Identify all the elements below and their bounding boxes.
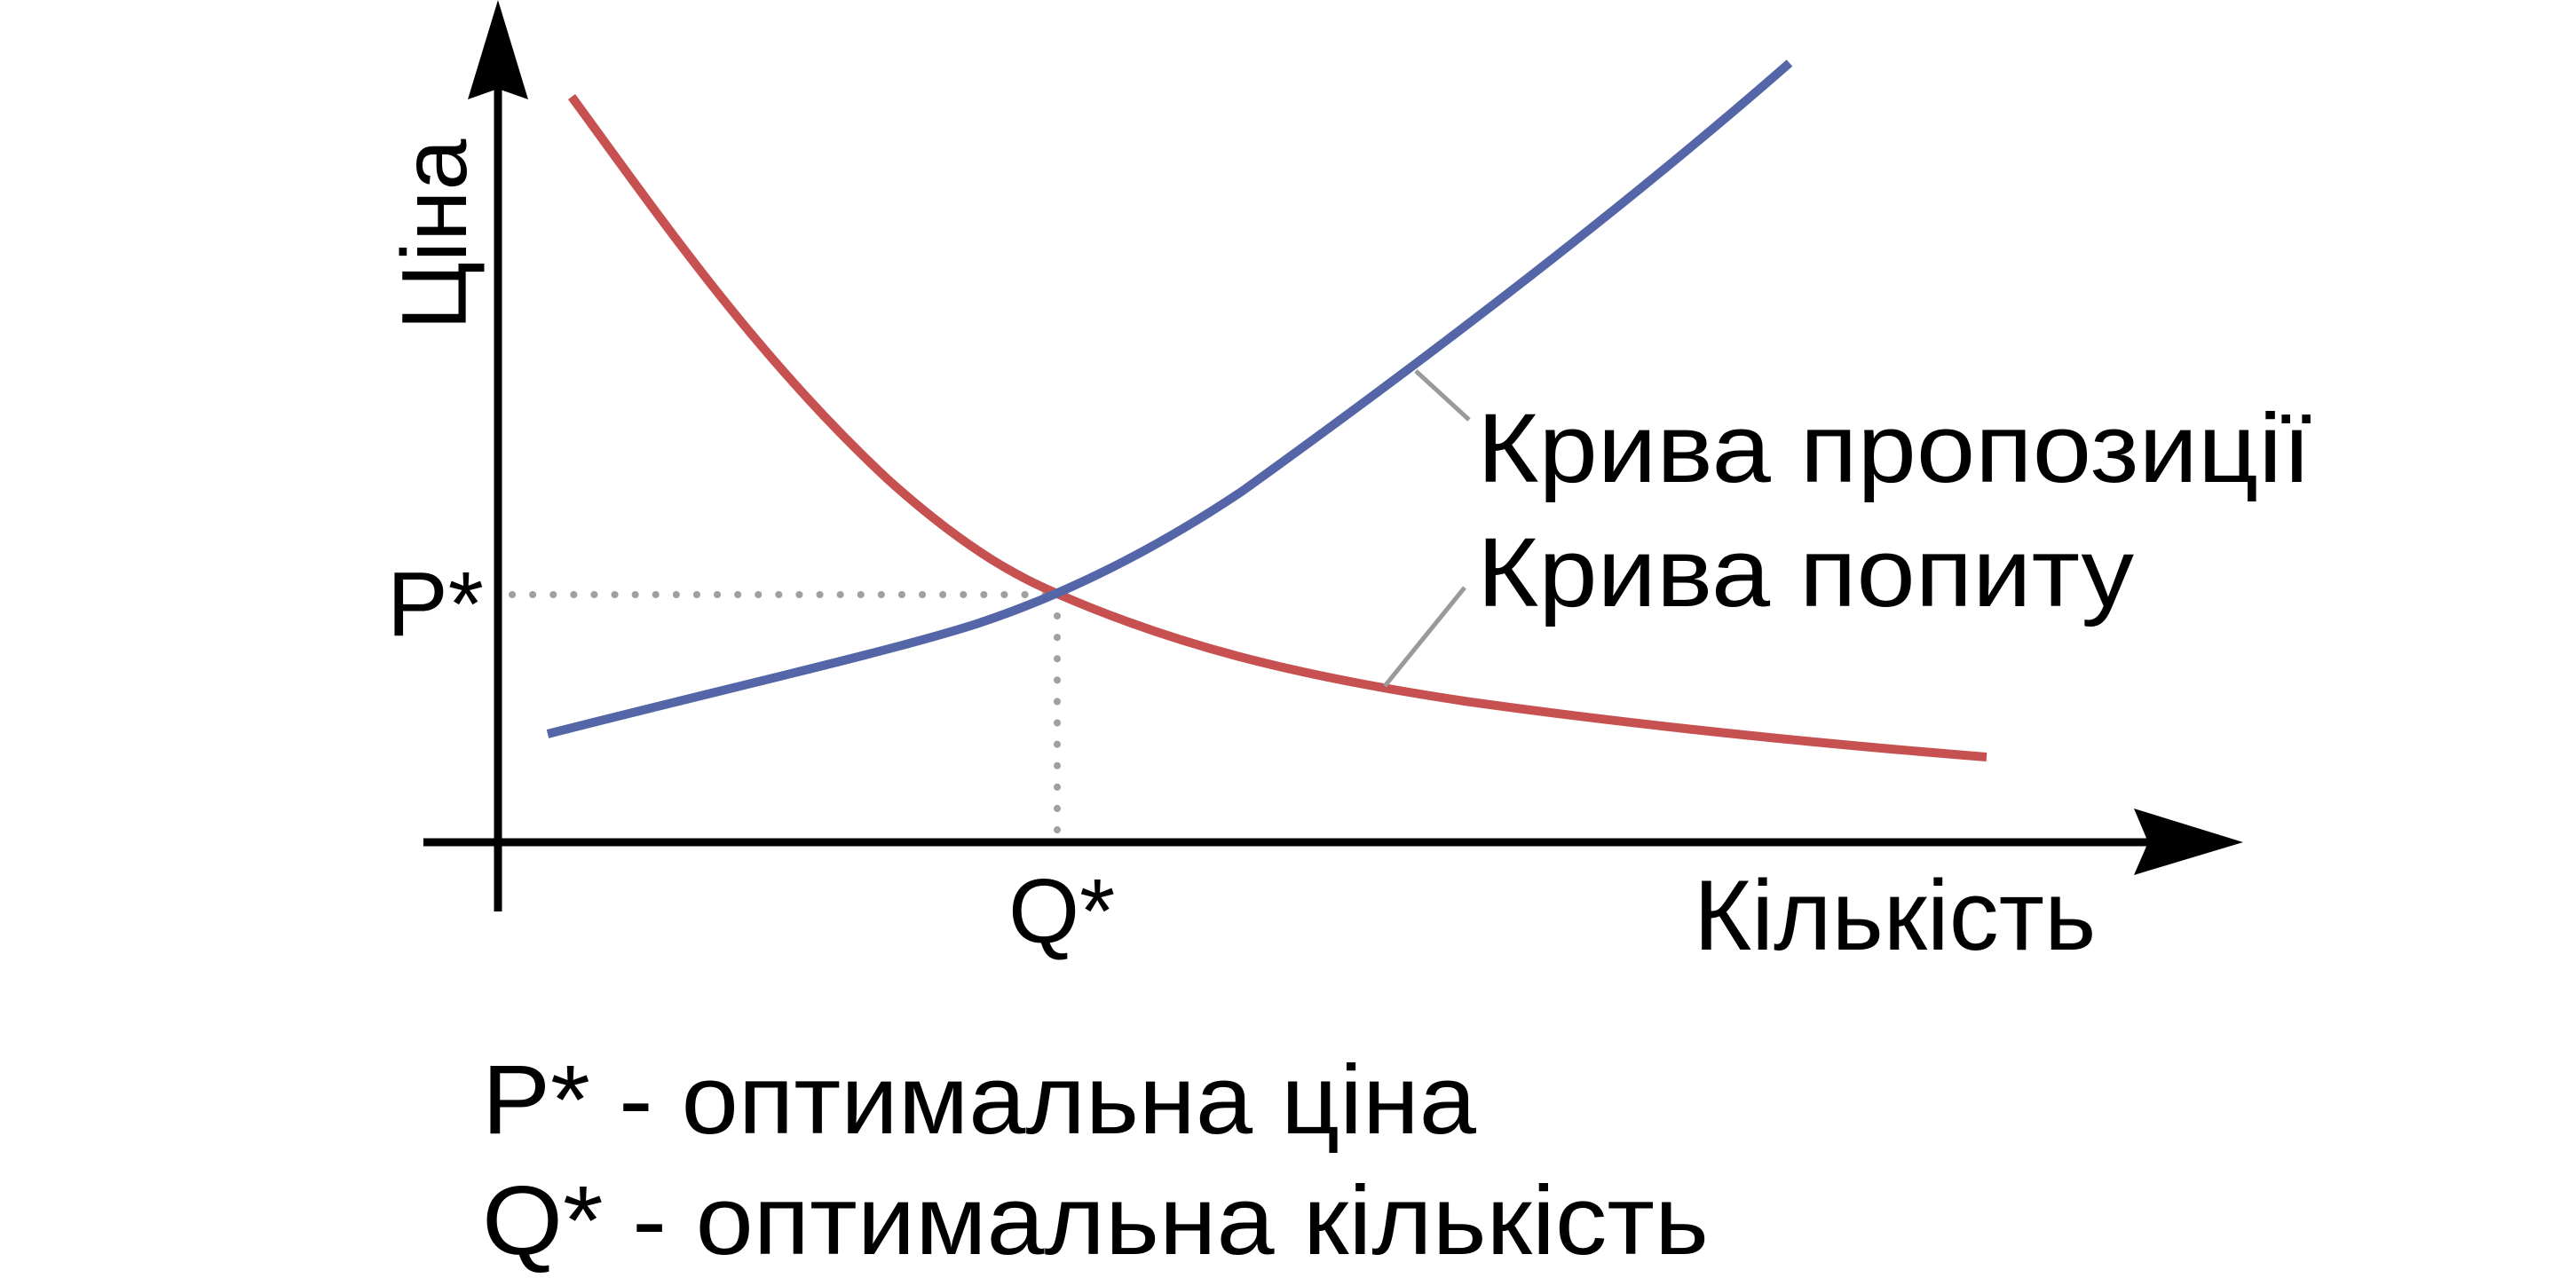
legend-q-star: Q* - оптимальна кількість	[482, 1166, 1709, 1275]
legend-p-star: P* - оптимальна ціна	[482, 1045, 1477, 1155]
y-axis-arrow-icon	[468, 0, 528, 99]
p-star-label: P*	[387, 553, 484, 655]
demand-curve	[567, 94, 1987, 761]
supply-leader-line	[1414, 369, 1471, 422]
q-star-label: Q*	[1008, 860, 1115, 962]
supply-curve-label: Крива пропозиції	[1477, 394, 2311, 503]
demand-curve-label: Крива попиту	[1477, 518, 2134, 627]
y-axis-label: Ціна	[383, 139, 486, 330]
x-axis-arrow-icon	[2134, 809, 2243, 875]
x-axis-label: Кількість	[1694, 860, 2096, 971]
supply-curve	[546, 59, 1793, 738]
demand-leader-line	[1383, 586, 1466, 688]
